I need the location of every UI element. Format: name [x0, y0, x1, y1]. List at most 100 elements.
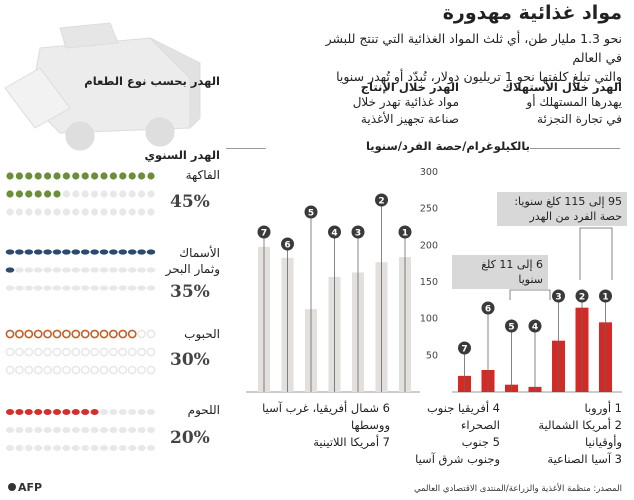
- by-food-type-title: الهدر بحسب نوع الطعام: [84, 74, 220, 88]
- meat-icon: [90, 445, 99, 451]
- fruit-icon: [119, 208, 127, 216]
- meat-icon: [34, 409, 43, 415]
- bar: [281, 257, 294, 392]
- fish-icon: [127, 249, 137, 255]
- fish-icon: [137, 267, 146, 273]
- fish-icon: [99, 285, 109, 291]
- fruit-icon: [15, 208, 23, 216]
- fish-icon: [43, 249, 52, 255]
- grain-icon: [5, 329, 15, 339]
- callout-small-text: 6 إلى 11 كلغ سنويا: [481, 258, 543, 286]
- fish-icon: [62, 249, 71, 255]
- fish-icon: [15, 249, 24, 255]
- y-tick-label: 150: [420, 277, 438, 288]
- garbage-truck-illustration: [4, 22, 201, 151]
- meat-icon: [90, 427, 99, 433]
- bar: [599, 322, 612, 392]
- meat-icon: [15, 427, 24, 433]
- marker-circle: [328, 225, 341, 239]
- fruit-icon: [34, 172, 42, 180]
- grain-icon: [127, 365, 137, 375]
- consumption-line-2: في تجارة التجزئة: [537, 112, 622, 126]
- food-percent-fruit: 45%: [170, 192, 210, 212]
- annual-title: الهدر السنوي: [144, 148, 220, 162]
- production-title: الهدر خلال الإنتاج: [360, 80, 459, 94]
- meat-icon: [147, 427, 155, 433]
- production-line-2: صناعة تجهيز الأغذية: [360, 112, 459, 126]
- grain-icon: [52, 347, 62, 357]
- meat-icon: [15, 445, 24, 451]
- bar: [258, 246, 270, 392]
- grain-icon: [99, 347, 109, 357]
- marker-circle: [528, 319, 542, 333]
- bar-category-label: 6: [485, 305, 491, 315]
- meat-icon: [24, 409, 33, 415]
- y-tick-label: 50: [426, 350, 438, 361]
- bar-category-label: 7: [261, 229, 267, 239]
- grain-icon: [52, 365, 62, 375]
- food-percent-meat: 20%: [170, 428, 210, 448]
- grain-icon: [71, 365, 81, 375]
- meat-icon: [81, 409, 90, 415]
- fish-icon: [5, 249, 15, 255]
- fruit-icon: [138, 190, 146, 198]
- grain-icon: [24, 347, 34, 357]
- page-title: مواد غذائية مهدورة: [442, 2, 622, 24]
- fish-icon: [43, 285, 52, 291]
- grain-icon: [24, 329, 34, 339]
- fruit-icon: [81, 172, 89, 180]
- meat-icon: [81, 445, 90, 451]
- fish-icon: [33, 249, 43, 255]
- bar-category-label: 3: [555, 293, 561, 303]
- grain-icon: [137, 347, 146, 357]
- production-section: الهدر خلال الإنتاج مواد غذائية تهدر خلال…: [299, 80, 459, 128]
- meat-icon: [147, 445, 155, 451]
- grain-icon: [62, 329, 71, 339]
- grain-icon: [146, 329, 156, 339]
- legend-item: 6 شمال أفريقيا، غرب آسيا: [262, 401, 390, 415]
- fish-icon: [24, 267, 34, 273]
- grain-icon: [80, 347, 90, 357]
- fish-icon: [109, 249, 118, 255]
- food-percent-fish: 35%: [170, 282, 210, 302]
- meat-icon: [62, 409, 71, 415]
- fish-icon: [90, 249, 99, 255]
- fruit-icon: [6, 208, 14, 216]
- fruit-icon: [81, 208, 89, 216]
- fruit-icon: [25, 208, 33, 216]
- consumption-title: الهدر خلال الاستهلاك: [502, 80, 623, 94]
- consumption-section: الهدر خلال الاستهلاك يهدرها المستهلك أو …: [472, 80, 623, 128]
- fruit-icon: [147, 172, 155, 180]
- bar: [399, 257, 411, 392]
- fruit-icon: [147, 208, 155, 216]
- grain-icon: [33, 365, 43, 375]
- meat-icon: [24, 427, 33, 433]
- bar-category-label: 5: [508, 323, 514, 333]
- meat-icon: [15, 409, 24, 415]
- marker-circle: [599, 289, 612, 303]
- fish-icon: [127, 285, 137, 291]
- food-label-grain: الحبوب: [184, 327, 220, 341]
- grain-icon: [127, 329, 137, 339]
- meat-icon: [62, 445, 71, 451]
- fruit-icon: [138, 208, 146, 216]
- fish-icon: [71, 249, 81, 255]
- legend-item: 5 جنوب: [461, 435, 500, 449]
- grain-icon: [43, 329, 52, 339]
- legend-item: وأوقيانيا: [585, 435, 622, 449]
- grain-icon: [118, 329, 128, 339]
- grain-icon: [90, 329, 99, 339]
- fish-icon: [146, 285, 156, 291]
- callout-bracket: [579, 227, 613, 280]
- meat-icon: [90, 409, 99, 415]
- meat-icon: [109, 427, 118, 433]
- bar-category-label: 6: [284, 241, 290, 251]
- fruit-icon: [100, 172, 108, 180]
- meat-icon: [6, 427, 14, 433]
- food-label-fish: الأسماك: [179, 246, 220, 260]
- marker-circle: [481, 301, 495, 315]
- bar: [458, 375, 471, 392]
- grain-icon: [137, 365, 146, 375]
- bar-category-label: 2: [378, 197, 384, 207]
- fish-icon: [24, 249, 34, 255]
